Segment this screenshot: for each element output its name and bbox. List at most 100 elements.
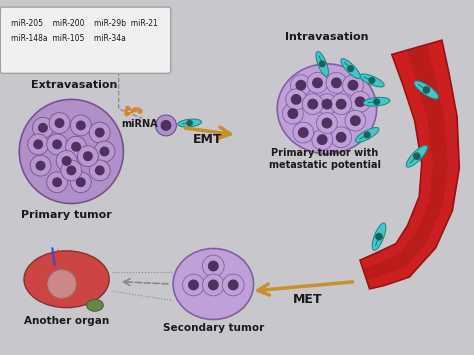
Circle shape (286, 89, 307, 110)
Circle shape (331, 94, 352, 115)
Circle shape (293, 122, 314, 143)
Circle shape (331, 127, 352, 148)
Circle shape (376, 234, 382, 240)
Ellipse shape (364, 97, 390, 106)
Circle shape (202, 255, 224, 277)
Circle shape (222, 274, 244, 296)
Ellipse shape (341, 59, 360, 78)
Circle shape (47, 134, 68, 155)
Circle shape (76, 178, 85, 186)
FancyBboxPatch shape (0, 7, 171, 73)
Circle shape (36, 162, 45, 170)
Ellipse shape (414, 81, 438, 99)
Circle shape (89, 122, 110, 143)
Circle shape (55, 119, 64, 127)
Circle shape (126, 106, 129, 110)
Circle shape (125, 112, 128, 116)
Circle shape (76, 121, 85, 130)
Circle shape (374, 99, 380, 105)
Circle shape (369, 78, 375, 83)
Ellipse shape (372, 223, 386, 250)
Circle shape (89, 160, 110, 181)
Circle shape (228, 280, 238, 290)
Circle shape (291, 75, 311, 95)
Circle shape (63, 157, 71, 165)
Text: Intravasation: Intravasation (285, 32, 369, 42)
Circle shape (48, 270, 76, 298)
Circle shape (161, 121, 171, 130)
Circle shape (317, 113, 337, 133)
Circle shape (322, 99, 332, 109)
Circle shape (34, 140, 43, 149)
Circle shape (30, 155, 51, 176)
Circle shape (348, 81, 358, 90)
Ellipse shape (356, 127, 379, 142)
Circle shape (187, 120, 192, 126)
Circle shape (209, 261, 218, 271)
Circle shape (189, 280, 198, 290)
Circle shape (292, 95, 301, 104)
Circle shape (209, 280, 218, 290)
Circle shape (95, 128, 104, 137)
Circle shape (49, 113, 70, 133)
Circle shape (317, 94, 337, 115)
Circle shape (72, 142, 80, 151)
Ellipse shape (277, 64, 377, 154)
Polygon shape (360, 40, 459, 289)
Circle shape (33, 118, 54, 138)
Ellipse shape (360, 74, 384, 87)
Circle shape (351, 116, 360, 125)
Text: Another organ: Another organ (24, 316, 109, 326)
Circle shape (100, 147, 109, 156)
Text: MET: MET (293, 293, 323, 306)
Circle shape (414, 153, 420, 159)
Text: Secondary tumor: Secondary tumor (163, 323, 264, 333)
Ellipse shape (173, 248, 254, 320)
Circle shape (332, 78, 341, 88)
Circle shape (423, 87, 429, 93)
Ellipse shape (24, 251, 109, 308)
Circle shape (47, 172, 68, 193)
Ellipse shape (406, 145, 428, 167)
Text: miR-148a  miR-105    miR-34a: miR-148a miR-105 miR-34a (11, 34, 126, 43)
Circle shape (77, 146, 98, 166)
Circle shape (337, 132, 346, 142)
Ellipse shape (87, 299, 103, 311)
Circle shape (182, 274, 204, 296)
Circle shape (337, 99, 346, 109)
Circle shape (348, 66, 354, 71)
Circle shape (202, 274, 224, 296)
Circle shape (299, 128, 308, 137)
Circle shape (288, 109, 298, 118)
Circle shape (343, 75, 364, 95)
Text: Extravasation: Extravasation (30, 80, 117, 89)
Circle shape (313, 78, 322, 88)
Circle shape (94, 141, 115, 162)
Text: Primary tumor: Primary tumor (21, 210, 112, 220)
Circle shape (296, 81, 306, 90)
Circle shape (312, 129, 333, 150)
Ellipse shape (316, 51, 328, 76)
Circle shape (345, 110, 366, 131)
Circle shape (19, 99, 123, 203)
Text: Primary tumor with
metastatic potential: Primary tumor with metastatic potential (269, 148, 381, 170)
Circle shape (283, 103, 303, 124)
Text: EMT: EMT (193, 133, 222, 146)
Circle shape (95, 166, 104, 175)
Circle shape (302, 94, 323, 115)
Polygon shape (363, 44, 448, 280)
Circle shape (83, 152, 92, 160)
Circle shape (307, 72, 328, 93)
Ellipse shape (178, 119, 201, 127)
Circle shape (322, 118, 332, 128)
Circle shape (326, 72, 347, 93)
Circle shape (56, 151, 77, 171)
Circle shape (138, 109, 142, 113)
Circle shape (67, 166, 75, 175)
Circle shape (308, 99, 318, 109)
Circle shape (318, 135, 327, 144)
Circle shape (53, 140, 62, 149)
Circle shape (155, 115, 176, 136)
Circle shape (356, 97, 365, 106)
Circle shape (53, 178, 62, 186)
